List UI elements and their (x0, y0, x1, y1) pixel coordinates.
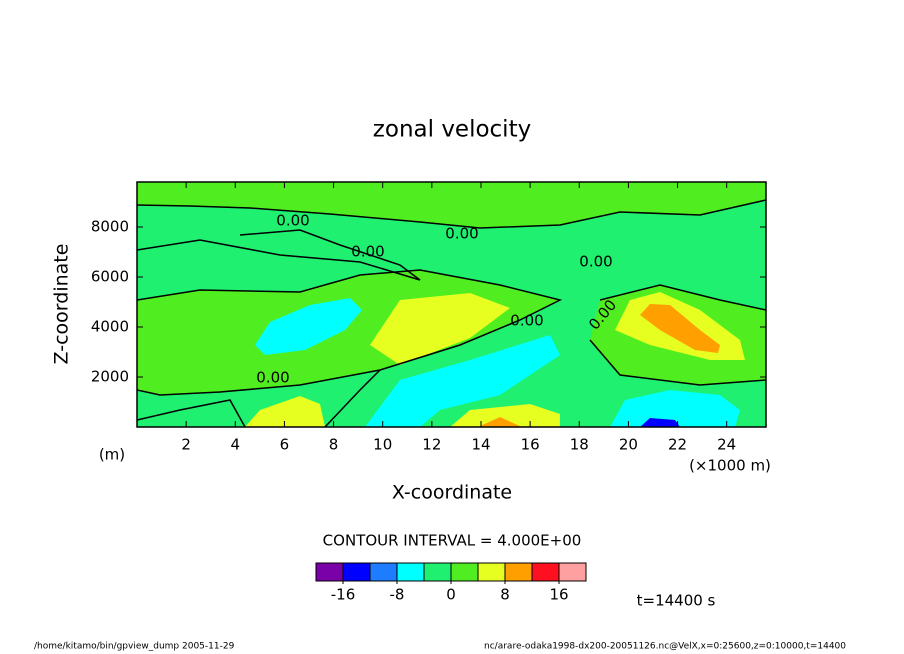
colorbar-tick-label: 8 (500, 586, 510, 604)
y-tick-label: 2000 (91, 368, 129, 386)
x-tick-label: 18 (570, 436, 589, 454)
contour-label: 0.00 (276, 212, 309, 230)
chart-title: zonal velocity (373, 117, 531, 143)
x-tick-label: 22 (668, 436, 687, 454)
y-unit: (m) (99, 446, 125, 464)
contour-label: 0.00 (351, 243, 384, 261)
y-tick-label: 4000 (91, 318, 129, 336)
colorbar-box (477, 562, 506, 582)
x-tick-label: 14 (471, 436, 490, 454)
footer-right: nc/arare-odaka1998-dx200-20051126.nc@Vel… (484, 642, 846, 652)
x-unit: (×1000 m) (689, 457, 771, 475)
colorbar-box (504, 562, 533, 582)
region (365, 335, 560, 427)
region (640, 304, 720, 353)
region (370, 293, 510, 365)
plot-frame (136, 181, 767, 428)
contour-label: 0.00 (445, 225, 478, 243)
x-tick-label: 20 (619, 436, 638, 454)
x-tick-label: 16 (521, 436, 540, 454)
colorbar-tick-label: 16 (549, 586, 568, 604)
x-tick-label: 2 (181, 436, 191, 454)
colorbar-box (531, 562, 560, 582)
time-label: t=14400 s (637, 592, 716, 610)
x-tick-label: 10 (373, 436, 392, 454)
region (255, 298, 362, 355)
colorbar-tick-label: -16 (331, 586, 356, 604)
x-tick-label: 6 (280, 436, 290, 454)
contour-label: 0.00 (510, 312, 543, 330)
y-tick-label: 8000 (91, 218, 129, 236)
region (137, 182, 766, 228)
colorbar-box (450, 562, 479, 582)
y-tick-label: 6000 (91, 268, 129, 286)
colorbar-box (315, 562, 344, 582)
region (450, 404, 560, 427)
x-tick-label: 24 (717, 436, 736, 454)
x-tick-label: 12 (422, 436, 441, 454)
x-axis-label: X-coordinate (392, 482, 512, 504)
colorbar-box (423, 562, 452, 582)
x-tick-label: 4 (231, 436, 241, 454)
colorbar-box (369, 562, 398, 582)
contour-field (137, 182, 766, 427)
region (610, 390, 740, 427)
colorbar-tick-label: 0 (446, 586, 456, 604)
colorbar-box (396, 562, 425, 582)
contour-interval: CONTOUR INTERVAL = 4.000E+00 (323, 532, 582, 550)
y-axis-label: Z-coordinate (51, 244, 73, 365)
x-tick-label: 8 (329, 436, 339, 454)
contour-label: 0.00 (256, 369, 289, 387)
colorbar-box (558, 562, 587, 582)
region (245, 396, 325, 427)
footer-left: /home/kitamo/bin/gpview_dump 2005-11-29 (34, 642, 235, 652)
colorbar-tick-label: -8 (390, 586, 405, 604)
region (640, 418, 680, 427)
region (478, 417, 522, 427)
colorbar-box (342, 562, 371, 582)
contour-label: 0.00 (579, 253, 612, 271)
